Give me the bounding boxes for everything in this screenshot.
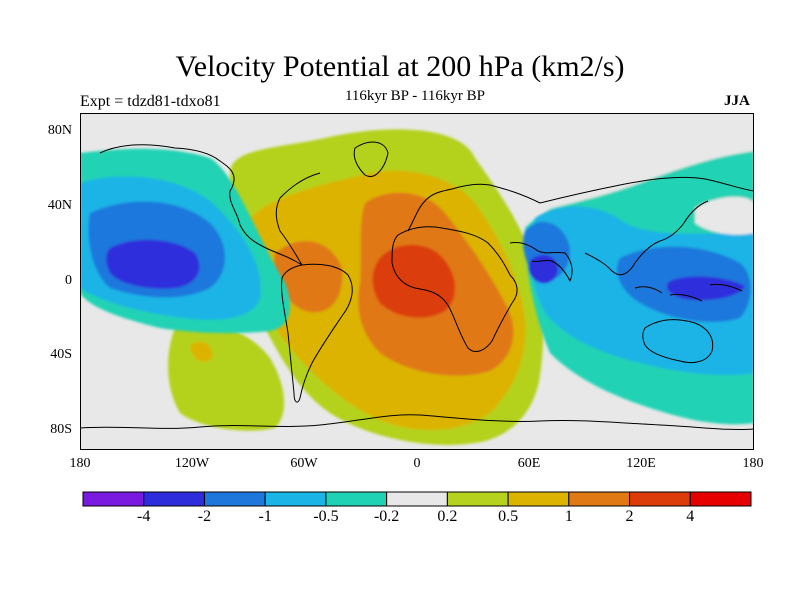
velocity-potential-map xyxy=(80,113,754,450)
arabia-india-coast xyxy=(509,242,573,282)
antarctica-coast xyxy=(80,414,754,431)
colorbar-box xyxy=(689,491,752,507)
colorbar-box xyxy=(386,491,448,507)
x-tick-120e: 120E xyxy=(626,456,656,471)
north-america-coast xyxy=(99,144,321,266)
y-tick-40n: 40N xyxy=(47,198,72,213)
contour-2-africa xyxy=(372,244,456,318)
map-title: Velocity Potential at 200 hPa (km2/s) xyxy=(175,50,625,83)
x-tick-60w: 60W xyxy=(290,456,318,471)
season-label: JJA xyxy=(724,93,750,109)
greenland-coast xyxy=(353,141,389,177)
coastlines xyxy=(80,141,754,431)
contour-neg2-maritime xyxy=(666,276,745,301)
y-tick-80n: 80N xyxy=(47,123,72,138)
map-subtitle: 116kyr BP - 116kyr BP xyxy=(344,88,485,104)
y-tick-80s: 80S xyxy=(50,422,72,437)
colorbar xyxy=(82,491,752,507)
x-tick-180e: 180 xyxy=(742,456,764,471)
colorbar-label: 0.2 xyxy=(437,508,458,525)
asia-coast xyxy=(539,176,754,276)
colorbar-box xyxy=(143,491,205,507)
europe-coast xyxy=(407,183,541,232)
x-tick-120w: 120W xyxy=(174,456,210,471)
colorbar-box xyxy=(264,491,327,507)
colorbar-label: -1 xyxy=(258,508,272,525)
colorbar-label: -0.2 xyxy=(373,508,400,525)
colorbar-box xyxy=(629,491,691,507)
y-tick-40s: 40S xyxy=(50,347,72,362)
contour-0.5-south-pacific xyxy=(190,341,213,362)
colorbar-box xyxy=(568,491,631,507)
colorbar-label: 4 xyxy=(686,508,695,525)
neutral-patch-arctic xyxy=(475,120,754,213)
x-tick-0: 0 xyxy=(413,456,421,471)
experiment-label: Expt = tdzd81-tdxo81 xyxy=(80,93,221,110)
colorbar-box xyxy=(325,491,388,507)
colorbar-box xyxy=(446,491,509,507)
maritime-continent-coast xyxy=(634,283,743,302)
colorbar-box xyxy=(82,491,145,507)
neutral-patch-asia xyxy=(695,196,754,235)
colorbar-label: -0.5 xyxy=(313,508,339,525)
colorbar-label: 0.5 xyxy=(498,508,519,525)
y-tick-0: 0 xyxy=(65,273,72,288)
south-america-coast xyxy=(281,263,353,403)
x-tick-60e: 60E xyxy=(517,456,541,471)
africa-coast xyxy=(391,226,518,352)
australia-coast xyxy=(642,319,714,364)
colorbar-label: -4 xyxy=(137,508,151,525)
negative-contours xyxy=(80,120,754,425)
colorbar-label: 1 xyxy=(564,508,573,525)
colorbar-box xyxy=(203,491,266,507)
contour-neg2-pacific xyxy=(106,239,200,289)
colorbar-label: 2 xyxy=(625,508,634,525)
x-tick-180w: 180 xyxy=(69,456,91,471)
colorbar-label: -2 xyxy=(197,508,212,525)
colorbar-box xyxy=(507,491,570,507)
map-frame xyxy=(80,113,754,450)
positive-contours xyxy=(168,129,544,445)
